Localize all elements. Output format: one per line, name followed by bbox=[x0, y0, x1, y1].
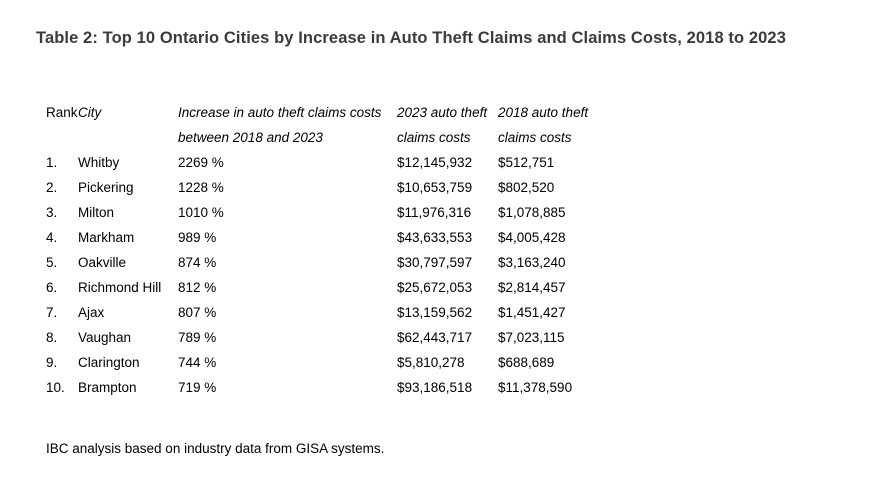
cell-cost-2018: $1,451,427 bbox=[498, 305, 566, 320]
table-row: 4. Markham 989 % $43,633,553 $4,005,428 bbox=[46, 225, 623, 250]
header-increase-line1: Increase in auto theft claims costs bbox=[178, 105, 382, 120]
table-row: 5. Oakville 874 % $30,797,597 $3,163,240 bbox=[46, 250, 623, 275]
cell-cost-2023: $93,186,518 bbox=[397, 380, 473, 395]
cell-city: Pickering bbox=[78, 180, 134, 195]
cell-city: Vaughan bbox=[78, 330, 132, 345]
cell-cost-2018: $7,023,115 bbox=[498, 330, 565, 345]
cell-rank: 7. bbox=[46, 305, 58, 320]
cell-cost-2018: $512,751 bbox=[498, 155, 555, 170]
header-cost-2023: 2023 auto theft claims costs bbox=[397, 100, 498, 150]
cell-rank: 6. bbox=[46, 280, 58, 295]
header-cost-2018: 2018 auto theft claims costs bbox=[498, 100, 623, 150]
cell-increase: 874 % bbox=[178, 255, 217, 270]
header-cost-2023-line1: 2023 auto theft bbox=[397, 105, 488, 120]
cell-city: Brampton bbox=[78, 380, 137, 395]
source-note: IBC analysis based on industry data from… bbox=[46, 441, 385, 456]
cell-city: Whitby bbox=[78, 155, 120, 170]
table-row: 10. Brampton 719 % $93,186,518 $11,378,5… bbox=[46, 375, 623, 400]
cell-cost-2018: $802,520 bbox=[498, 180, 555, 195]
cell-increase: 807 % bbox=[178, 305, 217, 320]
cell-increase: 789 % bbox=[178, 330, 217, 345]
cell-rank: 10. bbox=[46, 380, 65, 395]
table-row: 6. Richmond Hill 812 % $25,672,053 $2,81… bbox=[46, 275, 623, 300]
cell-rank: 3. bbox=[46, 205, 58, 220]
header-rank: Rank bbox=[46, 105, 78, 120]
cell-cost-2023: $43,633,553 bbox=[397, 230, 473, 245]
cell-rank: 8. bbox=[46, 330, 58, 345]
cell-cost-2018: $3,163,240 bbox=[498, 255, 566, 270]
cell-rank: 2. bbox=[46, 180, 58, 195]
table-row: 7. Ajax 807 % $13,159,562 $1,451,427 bbox=[46, 300, 623, 325]
cell-cost-2023: $12,145,932 bbox=[397, 155, 473, 170]
cell-cost-2018: $2,814,457 bbox=[498, 280, 566, 295]
cell-cost-2018: $1,078,885 bbox=[498, 205, 566, 220]
cell-rank: 9. bbox=[46, 355, 58, 370]
cell-increase: 812 % bbox=[178, 280, 217, 295]
cell-cost-2023: $25,672,053 bbox=[397, 280, 473, 295]
cell-cost-2023: $30,797,597 bbox=[397, 255, 473, 270]
cell-city: Clarington bbox=[78, 355, 140, 370]
cell-cost-2023: $62,443,717 bbox=[397, 330, 473, 345]
cell-city: Oakville bbox=[78, 255, 127, 270]
cell-increase: 1010 % bbox=[178, 205, 224, 220]
header-cost-2018-line2: claims costs bbox=[498, 130, 572, 145]
table-row: 8. Vaughan 789 % $62,443,717 $7,023,115 bbox=[46, 325, 623, 350]
table-row: 3. Milton 1010 % $11,976,316 $1,078,885 bbox=[46, 200, 623, 225]
header-cost-2018-line1: 2018 auto theft bbox=[498, 105, 589, 120]
cell-city: Richmond Hill bbox=[78, 280, 162, 295]
table-row: 2. Pickering 1228 % $10,653,759 $802,520 bbox=[46, 175, 623, 200]
cell-increase: 2269 % bbox=[178, 155, 224, 170]
table-row: 1. Whitby 2269 % $12,145,932 $512,751 bbox=[46, 150, 623, 175]
header-row: Rank City Increase in auto theft claims … bbox=[46, 100, 623, 150]
cell-rank: 1. bbox=[46, 155, 58, 170]
table-title: Table 2: Top 10 Ontario Cities by Increa… bbox=[36, 29, 786, 47]
cell-increase: 1228 % bbox=[178, 180, 224, 195]
cell-cost-2023: $13,159,562 bbox=[397, 305, 473, 320]
header-cost-2023-line2: claims costs bbox=[397, 130, 471, 145]
cell-cost-2018: $4,005,428 bbox=[498, 230, 566, 245]
cell-cost-2023: $10,653,759 bbox=[397, 180, 473, 195]
cell-cost-2018: $688,689 bbox=[498, 355, 555, 370]
cell-increase: 744 % bbox=[178, 355, 217, 370]
cell-city: Milton bbox=[78, 205, 115, 220]
cell-city: Markham bbox=[78, 230, 135, 245]
cell-increase: 719 % bbox=[178, 380, 217, 395]
table-row: 9. Clarington 744 % $5,810,278 $688,689 bbox=[46, 350, 623, 375]
cell-cost-2018: $11,378,590 bbox=[498, 380, 573, 395]
cell-cost-2023: $5,810,278 bbox=[397, 355, 465, 370]
cell-city: Ajax bbox=[78, 305, 105, 320]
cell-rank: 4. bbox=[46, 230, 58, 245]
header-city: City bbox=[78, 105, 102, 120]
auto-theft-claims-table: Rank City Increase in auto theft claims … bbox=[46, 100, 623, 400]
cell-increase: 989 % bbox=[178, 230, 217, 245]
header-increase: Increase in auto theft claims costs betw… bbox=[178, 100, 397, 150]
header-increase-line2: between 2018 and 2023 bbox=[178, 130, 323, 145]
cell-cost-2023: $11,976,316 bbox=[397, 205, 472, 220]
cell-rank: 5. bbox=[46, 255, 58, 270]
